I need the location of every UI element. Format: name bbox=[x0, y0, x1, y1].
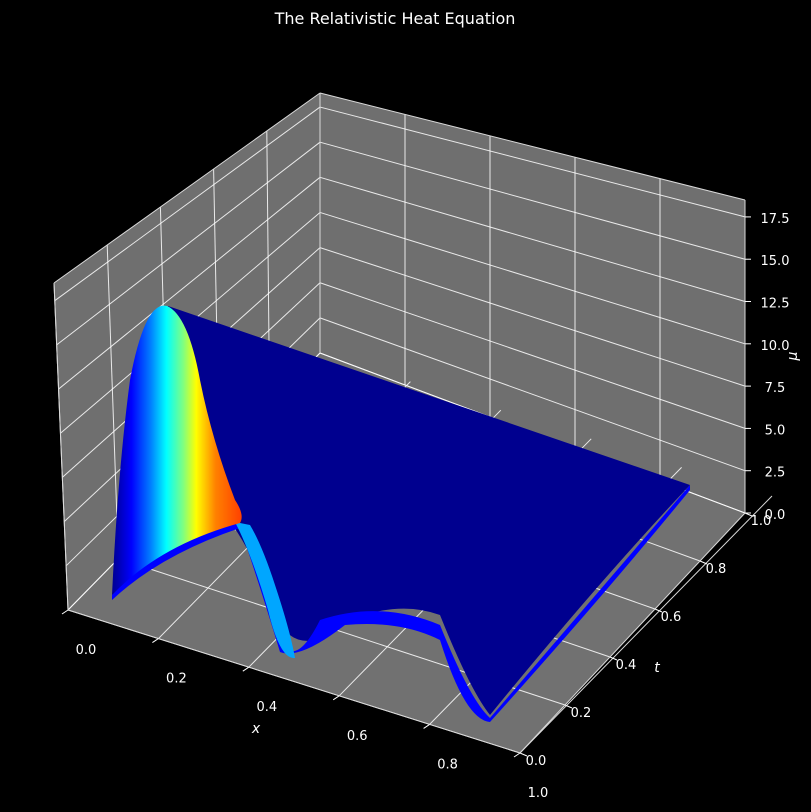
x-tick bbox=[423, 723, 430, 729]
pane-edge bbox=[53, 282, 69, 611]
t-tick-label: 0.0 bbox=[526, 754, 547, 769]
t-tick-label: 0.4 bbox=[616, 658, 637, 673]
x-tick-label: 0.0 bbox=[76, 643, 97, 658]
mu-tick-label: 2.5 bbox=[765, 466, 786, 481]
pane-edge bbox=[519, 512, 746, 754]
mu-gridline-back bbox=[319, 317, 746, 472]
x-tick bbox=[61, 609, 69, 615]
x-tick-label: 0.4 bbox=[256, 700, 277, 715]
mu-gridline-back bbox=[319, 176, 746, 302]
t-tick-label: 1.0 bbox=[751, 514, 772, 529]
mu-tick-label: 0.0 bbox=[765, 508, 786, 523]
mu-gridline-left bbox=[54, 106, 321, 302]
t-gridline-left bbox=[106, 244, 119, 559]
x-tick bbox=[513, 752, 521, 758]
x-tick-label: 0.2 bbox=[166, 672, 187, 687]
x-axis-ticks: 0.0 0.2 0.4 0.6 0.8 1.0 bbox=[61, 609, 549, 801]
surface-valley-band bbox=[235, 522, 295, 659]
mu-gridline-left bbox=[58, 176, 321, 390]
mu-axis-label: μ bbox=[785, 351, 801, 361]
back-pane bbox=[320, 93, 745, 513]
x-tick bbox=[152, 638, 159, 644]
t-tick-label: 0.8 bbox=[706, 562, 727, 577]
pane-edge bbox=[67, 609, 521, 754]
mu-tick-label: 12.5 bbox=[761, 297, 790, 312]
mu-tick-label: 7.5 bbox=[765, 381, 786, 396]
mu-gridline-back bbox=[319, 282, 746, 429]
mu-gridline-back bbox=[319, 247, 746, 387]
mu-gridline-back bbox=[319, 211, 746, 345]
mu-axis-ticks: 0.0 2.5 5.0 7.5 10.0 12.5 15.0 17.5 bbox=[745, 212, 789, 523]
surface bbox=[112, 305, 690, 722]
x-tick-label: 0.6 bbox=[347, 729, 368, 744]
mu-tick-label: 10.0 bbox=[761, 339, 790, 354]
mu-gridline-back bbox=[319, 106, 746, 218]
x-axis-label: x bbox=[251, 721, 261, 737]
t-tick bbox=[564, 704, 573, 709]
mu-tick-label: 17.5 bbox=[761, 212, 790, 227]
t-tick-label: 0.2 bbox=[571, 706, 592, 721]
mu-tick-label: 5.0 bbox=[765, 423, 786, 438]
t-tick-label: 0.6 bbox=[661, 610, 682, 625]
x-gridline bbox=[519, 495, 773, 754]
t-tick bbox=[609, 656, 618, 661]
pane-edges bbox=[53, 92, 746, 754]
mu-tick-label: 15.0 bbox=[761, 254, 790, 269]
surface-peak bbox=[112, 305, 242, 595]
t-tick bbox=[519, 752, 528, 757]
mu-gridline-back bbox=[319, 141, 746, 260]
t-axis-ticks: 0.0 0.2 0.4 0.6 0.8 1.0 bbox=[519, 512, 772, 769]
chart-title: The Relativistic Heat Equation bbox=[274, 9, 516, 28]
x-tick-label: 1.0 bbox=[528, 786, 549, 801]
pane-edge bbox=[53, 92, 321, 284]
x-tick bbox=[332, 695, 340, 701]
mu-gridline-left bbox=[56, 141, 321, 346]
pane-edge bbox=[319, 92, 746, 201]
t-axis-label: t bbox=[654, 660, 660, 676]
t-tick bbox=[699, 560, 708, 565]
surface-back-sheet bbox=[168, 306, 690, 715]
t-tick bbox=[654, 608, 663, 613]
x-tick-label: 0.8 bbox=[437, 757, 458, 772]
x-tick bbox=[242, 666, 250, 672]
